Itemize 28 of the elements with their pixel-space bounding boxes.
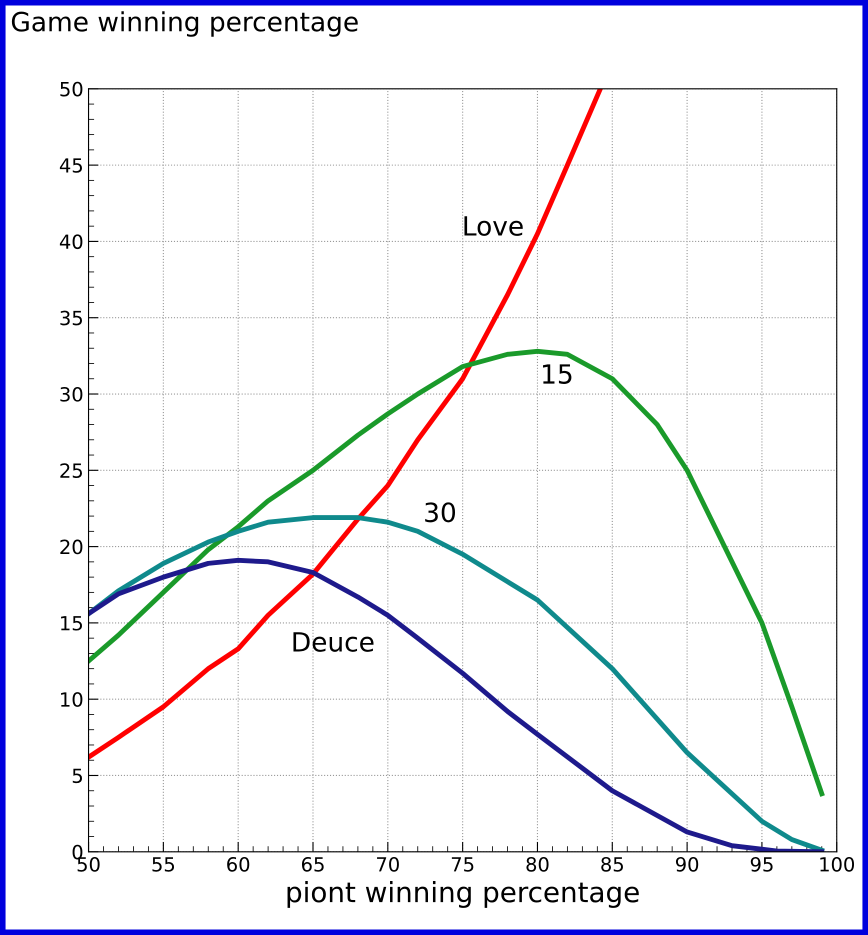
y-tick-label: 5	[72, 768, 82, 784]
series-label: Love	[464, 216, 523, 236]
x-tick-label: 60	[227, 856, 250, 872]
y-tick-label: 30	[60, 386, 82, 402]
x-tick-label: 75	[452, 857, 474, 872]
x-tick-label: 70	[377, 856, 399, 872]
y-tick-label: 45	[60, 158, 82, 173]
x-tick-label: 65	[302, 856, 324, 872]
line-series	[88, 348, 824, 796]
x-axis-title: piont winning percentage	[288, 881, 639, 908]
y-tick-label: 15	[61, 616, 82, 631]
series-label: 15	[543, 364, 572, 384]
x-tick-label: 80	[526, 856, 549, 872]
series-label: Deuce	[293, 632, 374, 652]
chart-title: Game winning percentage	[12, 11, 358, 37]
y-tick-label: 50	[60, 82, 82, 96]
x-tick-label: 90	[676, 856, 698, 872]
y-tick-label: 40	[60, 234, 82, 250]
y-tick-label: 35	[60, 310, 82, 326]
x-tick-label: 85	[601, 856, 623, 872]
line-series	[88, 88, 603, 760]
y-tick-label: 25	[60, 463, 82, 478]
x-tick-label: 55	[152, 857, 174, 872]
x-tick-label: 100	[820, 856, 854, 872]
y-tick-label: 20	[60, 540, 82, 554]
x-tick-label: 95	[750, 856, 773, 872]
series-label: 30	[425, 502, 456, 522]
y-tick-label: 10	[61, 692, 82, 707]
